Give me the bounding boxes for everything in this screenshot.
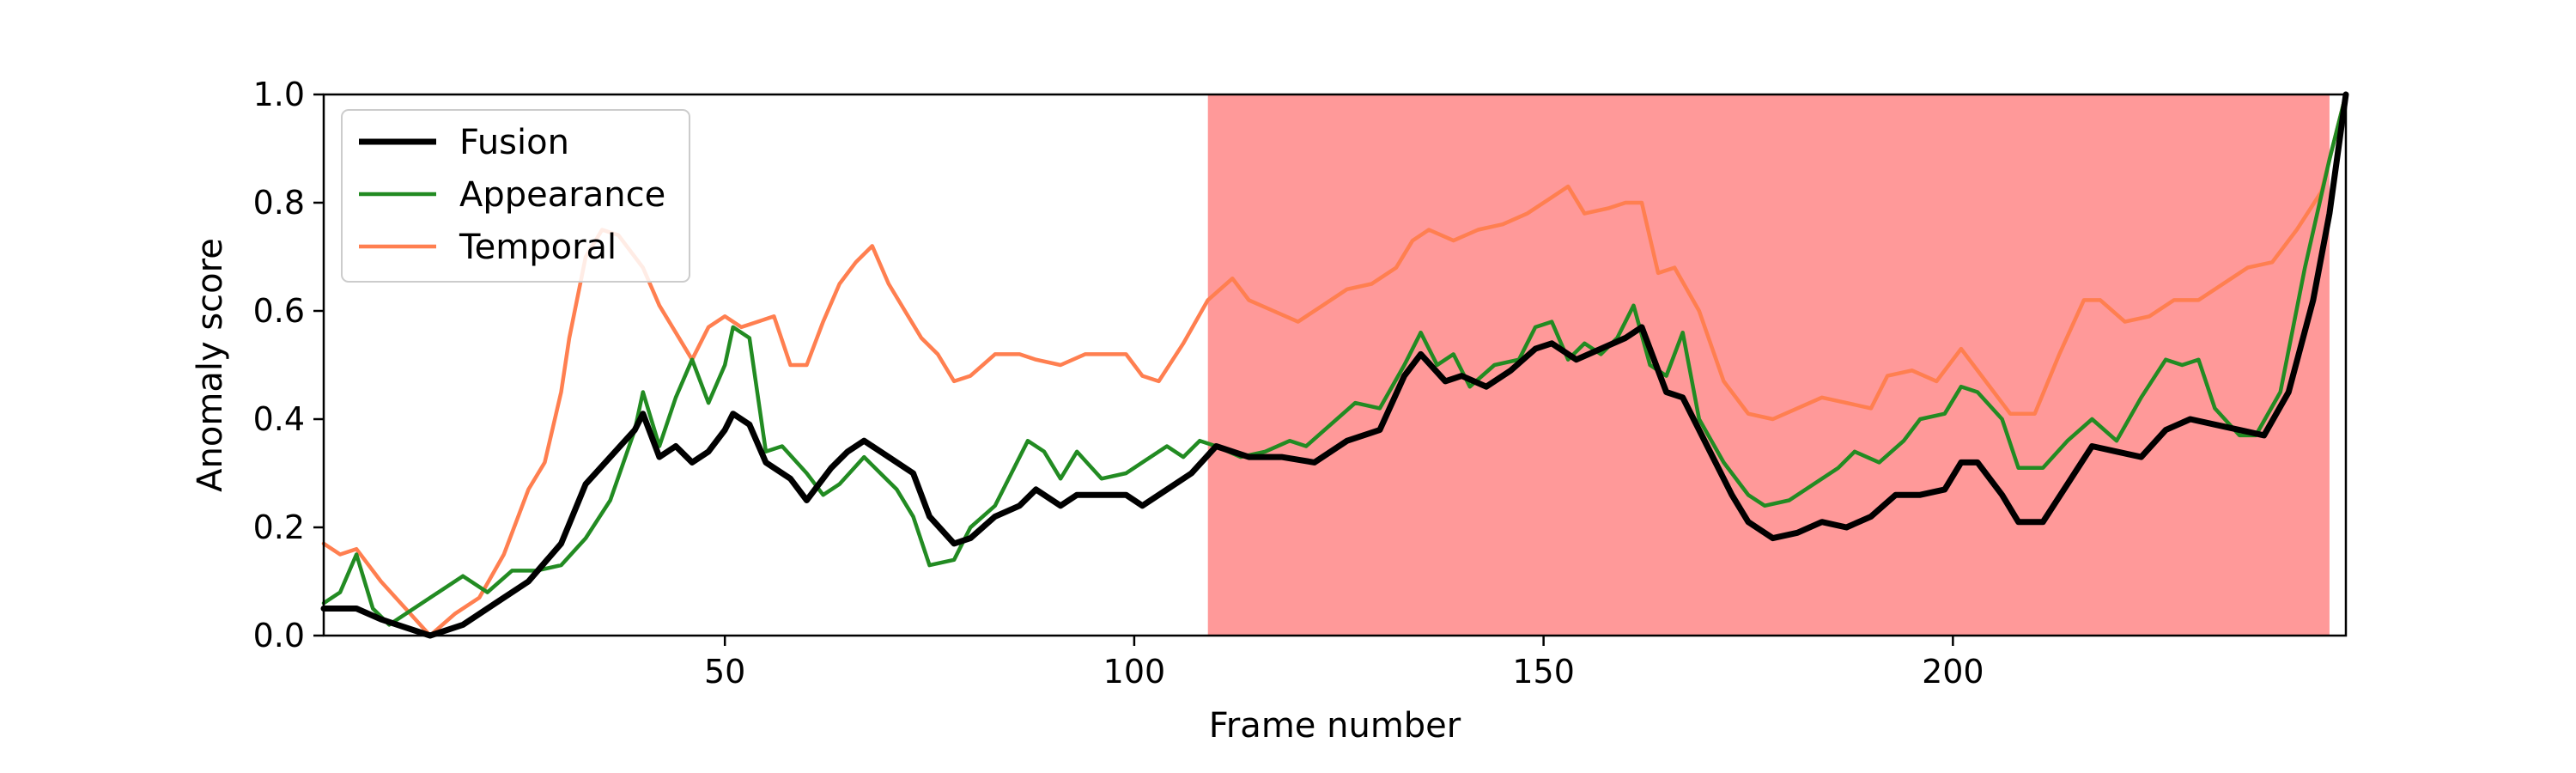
- y-tick-label: 0.8: [253, 184, 305, 222]
- legend-box: [341, 109, 690, 283]
- x-ticks: 50 100 150 200: [704, 636, 1984, 691]
- plot-frame: [322, 93, 2348, 637]
- y-axis-label: Anomaly score: [191, 238, 230, 492]
- y-tick-label: 0.2: [253, 508, 305, 546]
- legend-label-fusion: Fusion: [459, 123, 569, 162]
- x-tick-label: 100: [1103, 653, 1166, 691]
- y-tick-label: 0.4: [253, 400, 305, 438]
- shaded-region-layer: [1207, 94, 2330, 636]
- y-ticks: 0.0 0.2 0.4 0.6 0.8 1.0: [253, 76, 324, 654]
- y-tick-label: 0.6: [253, 292, 305, 330]
- x-tick-label: 150: [1512, 653, 1575, 691]
- anomaly-shaded-region: [1207, 94, 2330, 636]
- x-tick-label: 50: [704, 653, 745, 691]
- y-tick-label: 1.0: [253, 76, 305, 113]
- legend-label-appearance: Appearance: [459, 175, 665, 215]
- x-axis-label: Frame number: [1209, 706, 1461, 746]
- y-tick-label: 0.0: [253, 617, 305, 654]
- legend: Fusion Appearance Temporal: [341, 109, 690, 283]
- series-line-fusion: [320, 91, 2349, 639]
- x-tick-label: 200: [1922, 653, 1984, 691]
- series-line-appearance: [321, 92, 2348, 627]
- legend-label-temporal: Temporal: [459, 228, 617, 267]
